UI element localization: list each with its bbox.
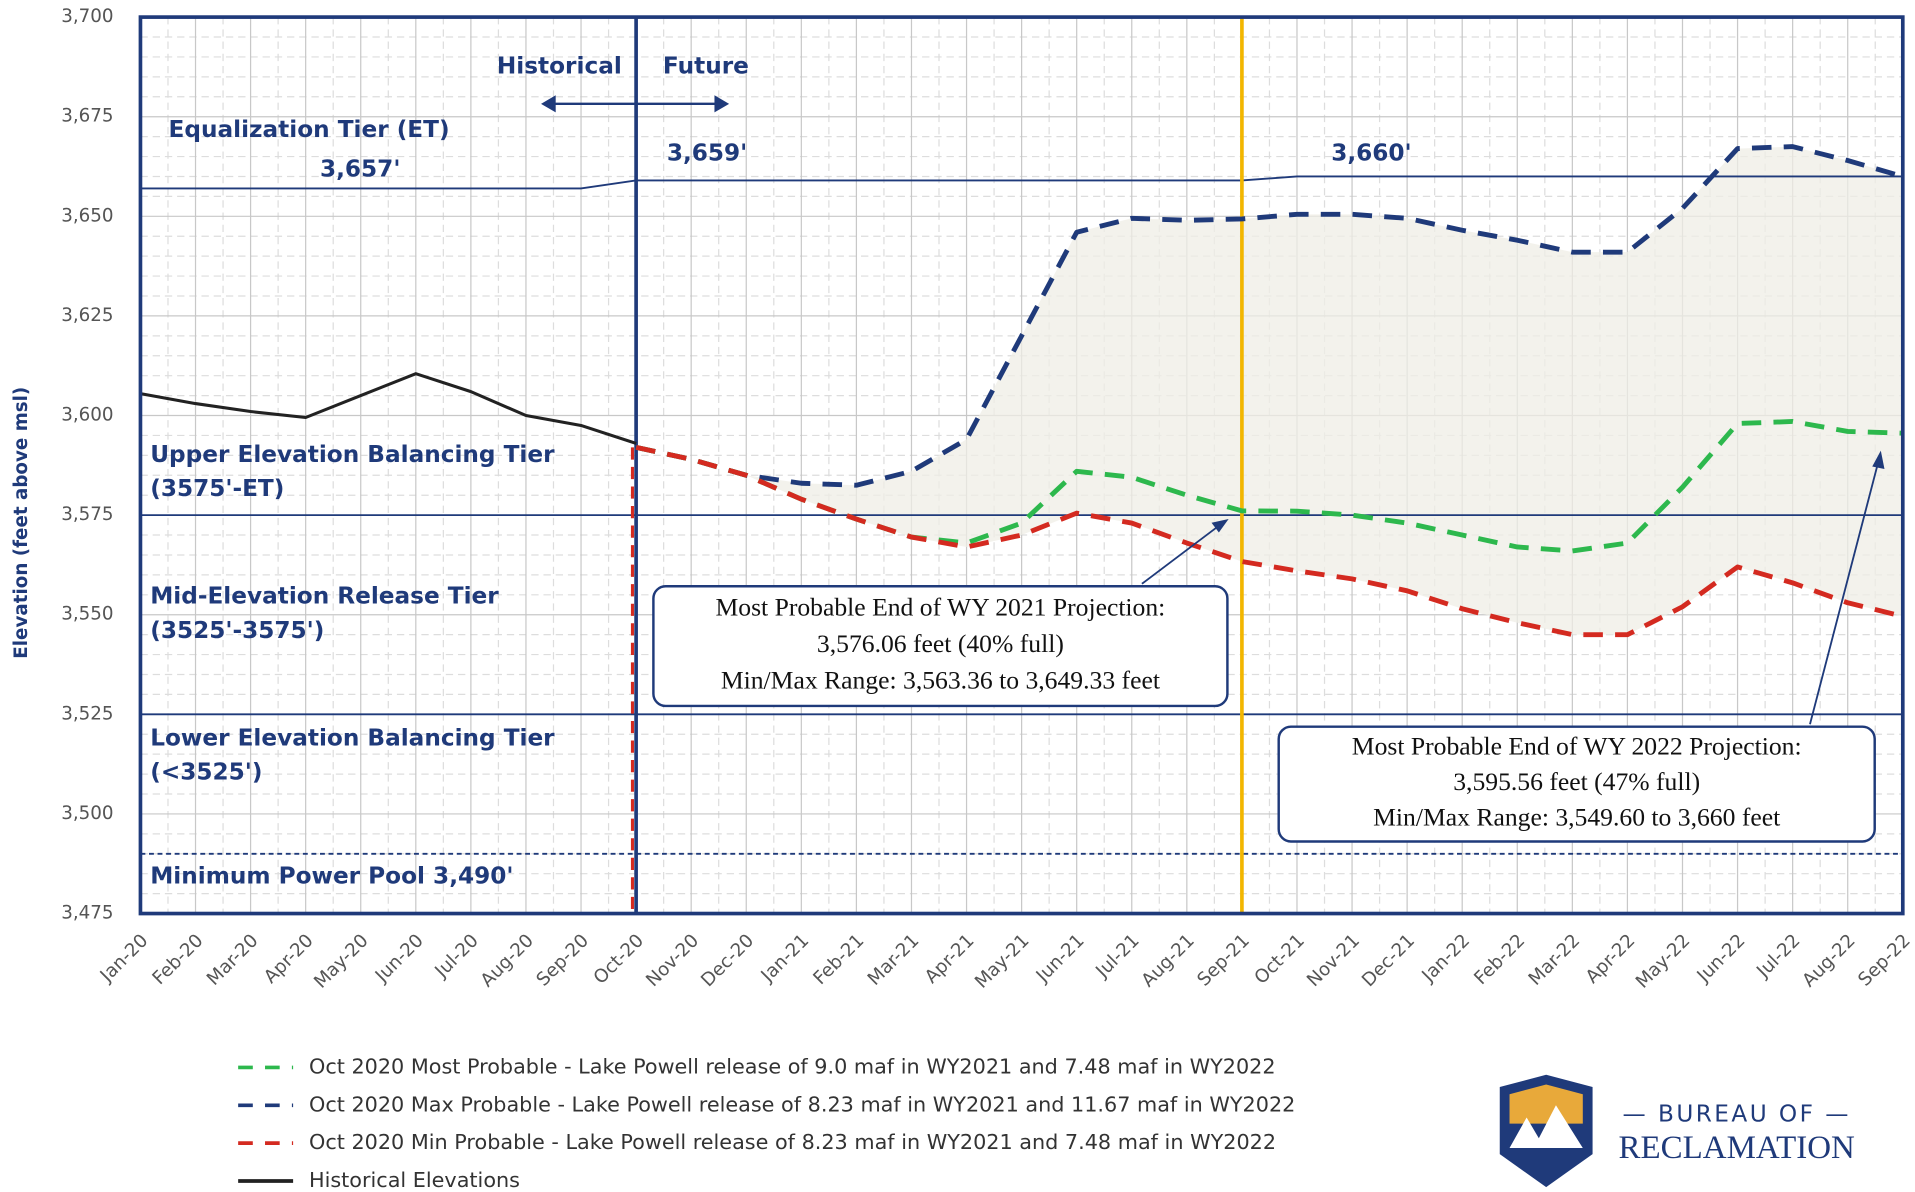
y-tick-label: 3,500: [61, 803, 113, 824]
tier-label: Mid-Elevation Release Tier: [150, 583, 499, 610]
callout-box: [652, 585, 1229, 708]
range-area: [636, 146, 1903, 635]
tier-label: (3525'-3575'): [150, 617, 324, 644]
tier-label: Upper Elevation Balancing Tier: [150, 441, 555, 468]
legend-label: Oct 2020 Most Probable - Lake Powell rel…: [309, 1054, 1276, 1078]
series-line: [635, 144, 1904, 488]
logo: — BUREAU OF — RECLAMATION: [1499, 1074, 1855, 1188]
future-label: Future: [663, 53, 749, 80]
marks: [138, 15, 1905, 916]
callout-text: Min/Max Range: 3,549.60 to 3,660 feet: [1373, 802, 1780, 831]
callout-arrow: [1809, 461, 1880, 725]
callout-arrow-head: [1872, 450, 1885, 469]
legend-label: Oct 2020 Min Probable - Lake Powell rele…: [309, 1130, 1276, 1154]
logo-text: — BUREAU OF —: [1623, 1101, 1851, 1128]
logo-sun: [1509, 1084, 1583, 1124]
legend-label: Oct 2020 Max Probable - Lake Powell rele…: [309, 1092, 1295, 1116]
logo-mountain: [1509, 1105, 1583, 1149]
series-line: [140, 372, 637, 445]
y-tick-label: 3,650: [61, 205, 113, 226]
callout-box: [1277, 725, 1876, 843]
tier-label: Lower Elevation Balancing Tier: [150, 724, 555, 751]
tier-label: (<3525'): [150, 759, 262, 786]
et-value-2: 3,659': [667, 139, 747, 166]
callout-text: Min/Max Range: 3,563.36 to 3,649.33 feet: [721, 666, 1160, 695]
y-tick-label: 3,475: [61, 903, 113, 924]
et-value-3: 3,660': [1331, 139, 1411, 166]
y-tick-label: 3,700: [61, 6, 113, 27]
callout-text: Most Probable End of WY 2022 Projection:: [1352, 732, 1802, 761]
plot-frame: [138, 15, 1905, 916]
y-tick-label: 3,575: [61, 504, 113, 525]
y-tick-label: 3,675: [61, 106, 113, 127]
callout-text: 3,576.06 feet (40% full): [817, 629, 1064, 658]
equalization-line: [140, 175, 1903, 190]
y-tick-label: 3,600: [61, 405, 113, 426]
callout-text: Most Probable End of WY 2021 Projection:: [715, 592, 1165, 621]
series-line: [635, 445, 1904, 638]
callout-text: 3,595.56 feet (47% full): [1453, 767, 1700, 796]
y-axis-label: Elevation (feet above msl): [11, 387, 32, 659]
y-tick-label: 3,525: [61, 703, 113, 724]
tier-label: Minimum Power Pool 3,490': [150, 862, 513, 889]
et-label: Equalization Tier (ET): [169, 116, 450, 143]
historical-label: Historical: [497, 53, 622, 80]
callout-arrow-head: [1211, 519, 1229, 533]
legend-label: Historical Elevations: [309, 1168, 520, 1192]
et-value-1: 3,657': [320, 155, 400, 182]
logo-text: RECLAMATION: [1619, 1130, 1855, 1166]
callout-arrow: [1141, 523, 1222, 585]
tier-label: (3575'-ET): [150, 475, 284, 502]
y-tick-label: 3,625: [61, 305, 113, 326]
y-tick-label: 3,550: [61, 604, 113, 625]
